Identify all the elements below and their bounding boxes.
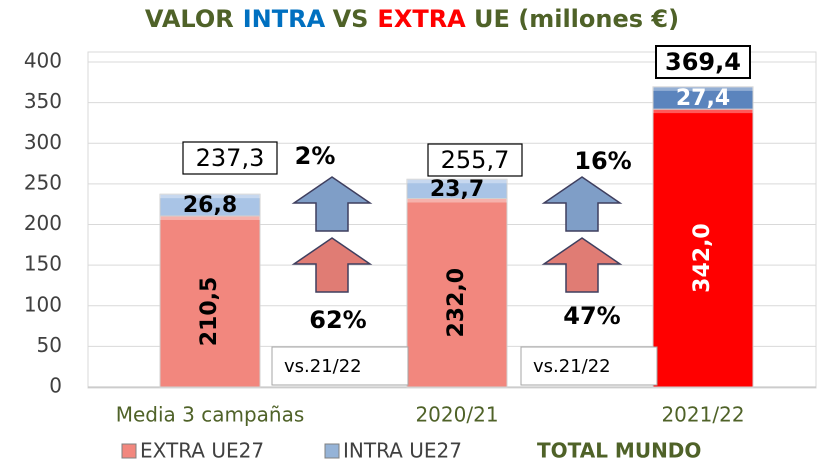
y-tick-label: 200 xyxy=(24,211,62,235)
bar-segment xyxy=(159,215,261,388)
y-tick-label: 0 xyxy=(49,374,62,398)
bar-highlight xyxy=(160,215,260,220)
note-label: vs.21/22 xyxy=(533,356,611,377)
legend-total: TOTAL MUNDO xyxy=(537,439,701,463)
bar-segment xyxy=(406,178,508,199)
x-tick-label: Media 3 campañas xyxy=(116,403,305,427)
note-box xyxy=(520,346,658,386)
total-label: 255,7 xyxy=(441,146,510,174)
segment-label: 27,4 xyxy=(676,86,730,111)
legend-label: INTRA UE27 xyxy=(343,439,462,463)
intra-change-label: 16% xyxy=(574,147,631,175)
total-box xyxy=(427,143,523,177)
total-box xyxy=(182,141,278,175)
bar-segment xyxy=(406,198,508,388)
segment-label: 210,5 xyxy=(197,277,222,347)
y-tick-label: 300 xyxy=(24,130,62,154)
total-label: 237,3 xyxy=(196,144,265,172)
bar-segment xyxy=(652,86,754,110)
extra-change-label: 47% xyxy=(563,302,620,330)
total-label: 369,4 xyxy=(665,48,741,76)
extra-change-label: 62% xyxy=(309,306,366,334)
x-tick-label: 2021/22 xyxy=(661,403,744,427)
bar-segment xyxy=(159,193,261,217)
total-box xyxy=(655,45,751,79)
intra-change-label: 2% xyxy=(295,142,336,170)
plot-frame xyxy=(87,51,817,389)
title-part: VS xyxy=(333,5,369,33)
change-arrow xyxy=(541,176,623,232)
legend-label: EXTRA UE27 xyxy=(140,439,264,463)
bar-highlight xyxy=(653,109,753,114)
segment-label: 26,8 xyxy=(183,193,237,218)
chart-title: VALOR INTRA VS EXTRA UE (millones €) xyxy=(145,5,679,33)
y-tick-label: 350 xyxy=(24,89,62,113)
y-tick-label: 400 xyxy=(24,49,62,73)
y-tick-label: 250 xyxy=(24,170,62,194)
y-tick-label: 50 xyxy=(37,333,62,357)
title-part: EXTRA xyxy=(377,5,466,33)
title-part: VALOR xyxy=(145,5,234,33)
y-tick-label: 100 xyxy=(24,292,62,316)
title-part: INTRA xyxy=(243,5,326,33)
segment-label: 232,0 xyxy=(444,268,469,338)
bar-highlight xyxy=(653,86,753,91)
change-arrow xyxy=(541,237,623,293)
note-label: vs.21/22 xyxy=(284,356,362,377)
x-tick-label: 2020/21 xyxy=(415,403,498,427)
bar-highlight xyxy=(160,194,260,199)
segment-label: 23,7 xyxy=(430,177,484,202)
bar-highlight xyxy=(407,198,507,203)
y-tick-label: 150 xyxy=(24,252,62,276)
legend-swatch xyxy=(121,443,137,459)
change-arrow xyxy=(291,176,373,232)
change-arrow xyxy=(291,237,373,293)
title-part: UE (millones €) xyxy=(474,5,679,33)
bar-segment xyxy=(652,108,754,388)
note-box xyxy=(271,346,409,386)
legend-swatch xyxy=(324,443,340,459)
bar-highlight xyxy=(407,179,507,184)
segment-label: 342,0 xyxy=(690,223,715,293)
